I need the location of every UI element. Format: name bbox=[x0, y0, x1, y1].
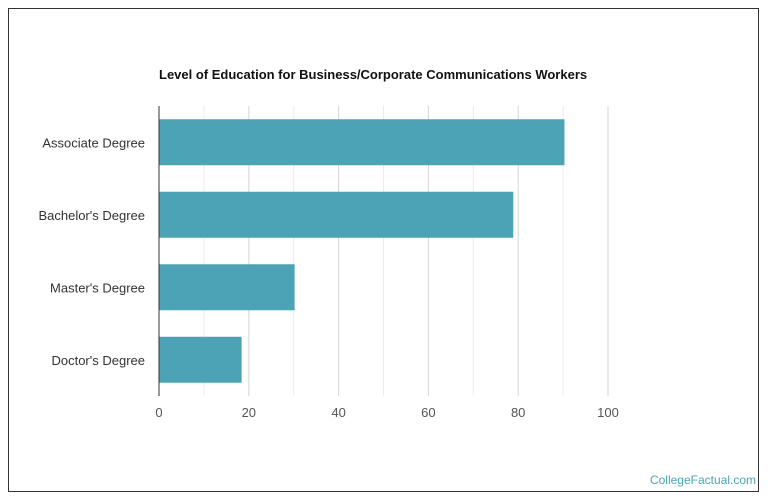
x-tick-label: 100 bbox=[597, 405, 619, 420]
x-tick-label: 0 bbox=[155, 405, 162, 420]
bars bbox=[159, 119, 565, 383]
x-tick-label: 40 bbox=[331, 405, 345, 420]
x-tick-label: 20 bbox=[242, 405, 256, 420]
x-tick-label: 80 bbox=[511, 405, 525, 420]
category-labels: Associate Degree Bachelor's Degree Master'… bbox=[38, 135, 145, 368]
category-label: Master's Degree bbox=[50, 280, 145, 295]
x-tick-labels: 0 20 40 60 80 100 bbox=[155, 405, 618, 420]
category-label: Bachelor's Degree bbox=[38, 208, 145, 223]
bar-doctor-s-degree[interactable] bbox=[159, 336, 242, 383]
category-label: Associate Degree bbox=[42, 135, 145, 150]
collegefactual-watermark[interactable]: CollegeFactual.com bbox=[649, 473, 756, 487]
bar-bachelor-s-degree[interactable] bbox=[159, 191, 514, 238]
chart-title: Level of Education for Business/Corporat… bbox=[159, 67, 588, 82]
bar-associate-degree[interactable] bbox=[159, 119, 565, 166]
bar-master-s-degree[interactable] bbox=[159, 264, 295, 311]
category-label: Doctor's Degree bbox=[51, 353, 145, 368]
x-tick-label: 60 bbox=[421, 405, 435, 420]
